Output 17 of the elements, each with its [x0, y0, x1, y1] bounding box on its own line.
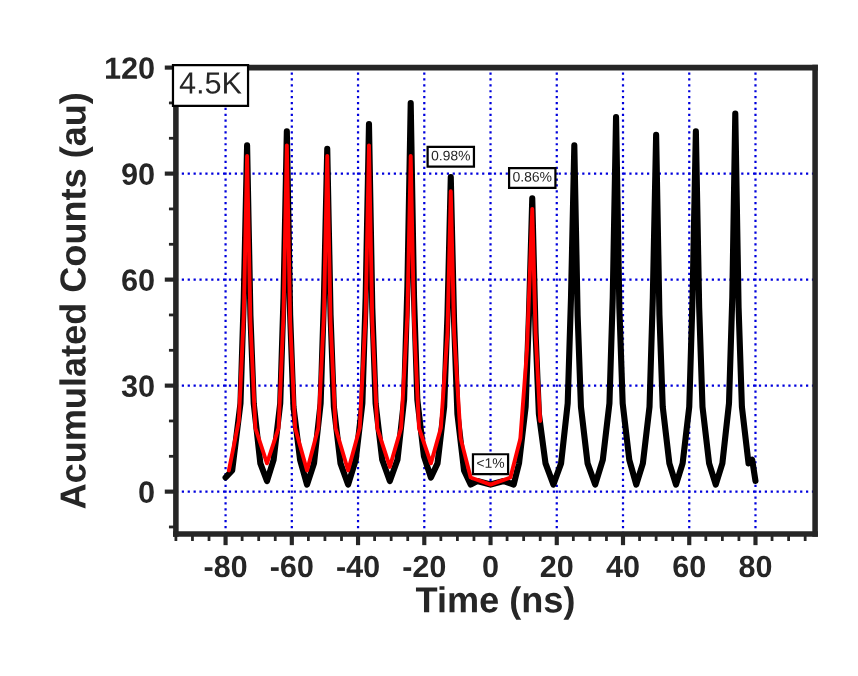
x-tick-label: -40	[337, 555, 379, 578]
y-tick-label: 120	[106, 57, 154, 79]
y-tick-label: 90	[122, 163, 154, 185]
x-tick-label: -20	[403, 555, 446, 578]
x-tick-label: -60	[270, 555, 313, 578]
x-tick-label: 40	[606, 555, 639, 578]
x-tick-label: 60	[673, 555, 705, 578]
y-axis-title: Acumulated Counts (au)	[59, 93, 93, 509]
annotation: 4.5K	[179, 72, 242, 94]
x-tick-label: -80	[204, 555, 247, 578]
x-tick-label: 0	[483, 555, 498, 578]
x-tick-label: 20	[540, 555, 573, 578]
y-tick-label: 60	[122, 269, 154, 291]
y-tick-label: 0	[139, 481, 154, 504]
y-tick-label: 30	[121, 375, 154, 398]
x-axis-title: Time (ns)	[415, 586, 574, 620]
x-tick-label: 80	[739, 555, 772, 578]
